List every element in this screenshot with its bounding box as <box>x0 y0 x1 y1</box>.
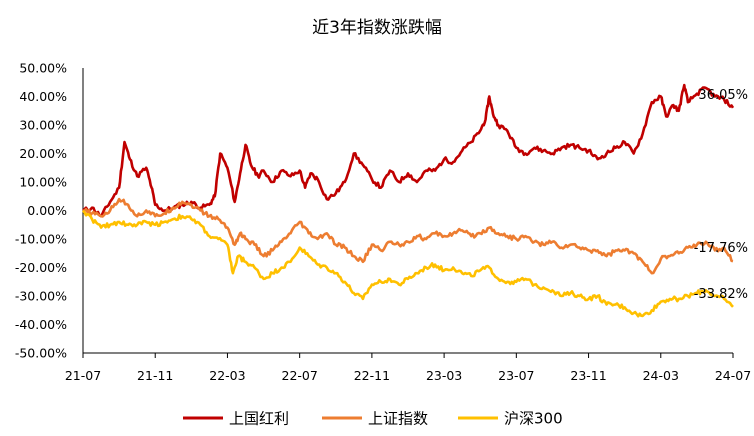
series-line-1 <box>82 83 735 218</box>
x-tick-label: 23-11 <box>570 368 606 383</box>
end-value-label: -17.76% <box>694 241 748 256</box>
y-tick-label: -20.00% <box>15 260 67 275</box>
end-value-label: -33.82% <box>694 287 748 302</box>
x-axis-labels: 21-07 21-11 22-03 22-07 22-11 23-03 23-07 23-11… <box>65 368 751 383</box>
x-tick-label: 23-03 <box>426 368 462 383</box>
series-line-2 <box>82 197 734 275</box>
y-tick-label: 0.00% <box>27 203 67 218</box>
y-tick-label: 10.00% <box>19 175 67 190</box>
legend-label: 沪深300 <box>504 410 563 428</box>
end-value-label: 36.05% <box>698 88 748 103</box>
x-tick-label: 22-11 <box>354 368 390 383</box>
x-tick-label: 21-07 <box>65 368 101 383</box>
x-tick-label: 23-07 <box>498 368 534 383</box>
y-tick-label: 30.00% <box>19 118 67 133</box>
chart-title: 近3年指数涨跌幅 <box>312 18 442 38</box>
y-tick-label: -40.00% <box>15 317 67 332</box>
y-tick-label: 20.00% <box>19 146 67 161</box>
legend-label: 上证指数 <box>368 410 428 428</box>
y-tick-label: 50.00% <box>19 61 67 76</box>
end-value-labels: 36.05% -17.76% -33.82% <box>694 88 748 302</box>
y-axis-labels: 50.00% 40.00% 30.00% 20.00% 10.00% 0.00% -10.0… <box>15 61 67 361</box>
y-tick-label: -30.00% <box>15 289 67 304</box>
legend: 上国红利 上证指数 沪深300 <box>183 410 563 428</box>
x-tick-label: 24-07 <box>715 368 751 383</box>
y-tick-label: -10.00% <box>15 232 67 247</box>
y-tick-label: 40.00% <box>19 89 67 104</box>
series-lines <box>81 83 735 318</box>
y-tick-label: -50.00% <box>15 346 67 361</box>
x-tick-label: 24-03 <box>643 368 679 383</box>
legend-label: 上国红利 <box>229 410 289 428</box>
x-tick-label: 21-11 <box>137 368 173 383</box>
x-tick-label: 22-07 <box>282 368 318 383</box>
x-tick-label: 22-03 <box>209 368 245 383</box>
series-line-3 <box>81 209 734 318</box>
